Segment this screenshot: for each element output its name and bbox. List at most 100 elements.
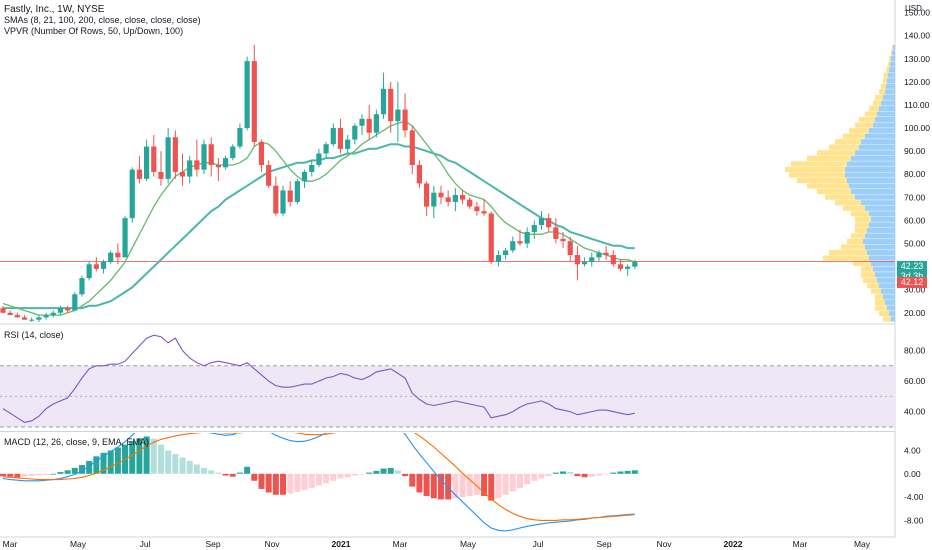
candle-body [531,225,537,232]
macd-tick-label: -4.00 [904,492,924,502]
currency-label: USD [905,4,922,13]
macd-histogram-bar [71,467,78,474]
candle-body [603,252,609,256]
macd-histogram-bar [466,473,473,496]
macd-histogram-bar [595,473,602,476]
volume-profile-up-bar [865,244,895,250]
macd-histogram-bar [603,473,610,475]
macd-histogram-bar [308,473,315,488]
candle-body [43,315,49,318]
candle-body [36,317,42,320]
volume-profile-up-bar [859,144,895,150]
volume-profile-down-bar [823,255,869,261]
macd-histogram-bar [280,473,287,495]
macd-histogram-bar [373,470,380,474]
candle-body [301,171,308,182]
price-tick-label: 30.00 [904,285,926,295]
current-price-badge: 42.23 3d 3h [897,261,927,282]
volume-profile-up-bar [883,94,895,100]
macd-histogram-bar [509,473,516,492]
volume-profile-up-bar [855,194,895,200]
volume-profile-down-bar [871,288,881,294]
rsi-legend: RSI (14, close) [4,330,64,340]
price-tick-label: 50.00 [904,239,926,249]
volume-profile-up-bar [873,122,895,128]
macd-histogram-bar [531,473,538,481]
candle-body [201,144,207,170]
price-tick-label: 80.00 [904,169,926,179]
volume-profile-down-bar [869,105,879,112]
candle-body [380,88,387,115]
macd-histogram-bar [0,473,6,477]
chart-title: Fastly, Inc., 1W, NYSE [4,4,105,15]
candle-body [366,118,372,133]
macd-histogram-bar [387,467,394,474]
candle-body [187,160,193,177]
macd-histogram-bar [136,438,143,474]
macd-line [2,433,635,532]
volume-profile-down-bar [843,205,865,211]
candle-body [7,312,13,316]
candle-countdown: 3d 3h [900,271,924,281]
volume-profile-up-bar [865,233,895,239]
macd-histogram-bar [524,473,531,485]
volume-profile-down-bar [883,316,891,322]
candle-body [294,181,300,202]
macd-histogram-bar [495,473,502,499]
rsi-line [2,334,635,423]
macd-histogram-bar [351,473,358,476]
macd-histogram-bar [14,473,21,478]
candle-body [136,169,143,179]
macd-histogram-bar [624,470,631,474]
macd-histogram-bar [244,466,251,474]
volume-profile-up-bar [873,266,895,272]
volume-profile-down-bar [873,100,881,106]
macd-histogram-bar [488,473,495,501]
candle-body [309,165,315,172]
price-tick-label: 90.00 [904,146,926,156]
volume-profile-up-bar [861,139,895,145]
macd-histogram-bar [481,473,488,496]
volume-profile-down-bar [855,216,871,222]
macd-histogram-bar [330,473,337,481]
price-tick-label: 120.00 [904,77,930,87]
volume-profile-down-bar [807,183,849,189]
macd-histogram-bar [86,460,93,474]
candle-body [337,128,344,149]
candle-body [352,125,358,140]
volume-profile-up-bar [869,222,895,228]
candle-body [596,252,602,258]
macd-histogram-bar [294,473,301,492]
volume-profile-down-bar [835,200,861,206]
candle-body [546,218,552,228]
candle-body [222,158,229,168]
macd-histogram-bar [35,473,42,476]
volume-profile-up-bar [892,50,895,56]
macd-histogram-bar [129,441,136,474]
macd-histogram-bar [57,472,64,474]
candle-body [21,317,28,320]
macd-histogram-bar [452,473,459,499]
volume-profile-up-bar [889,310,895,317]
volume-profile-down-bar [863,277,877,283]
macd-histogram-bar [315,473,322,486]
candle-body [345,139,351,149]
volume-profile-down-bar [879,310,889,317]
candle-body [266,165,272,186]
macd-histogram-bar [574,473,581,477]
volume-profile-up-bar [891,56,895,62]
volume-profile-up-bar [879,105,895,112]
candle-body [431,192,437,207]
candle-body [108,252,114,262]
current-price-value: 42.23 [900,261,924,271]
candle-body [581,261,588,265]
volume-profile-up-bar [879,283,895,289]
time-tick-label: Mar [3,539,18,549]
macd-legend: MACD (12, 26, close, 9, EMA, EMA) [4,437,150,447]
macd-histogram-bar [409,473,416,487]
macd-histogram-bar [222,473,229,476]
time-tick-label: Jul [533,539,544,549]
candle-body [402,109,408,131]
